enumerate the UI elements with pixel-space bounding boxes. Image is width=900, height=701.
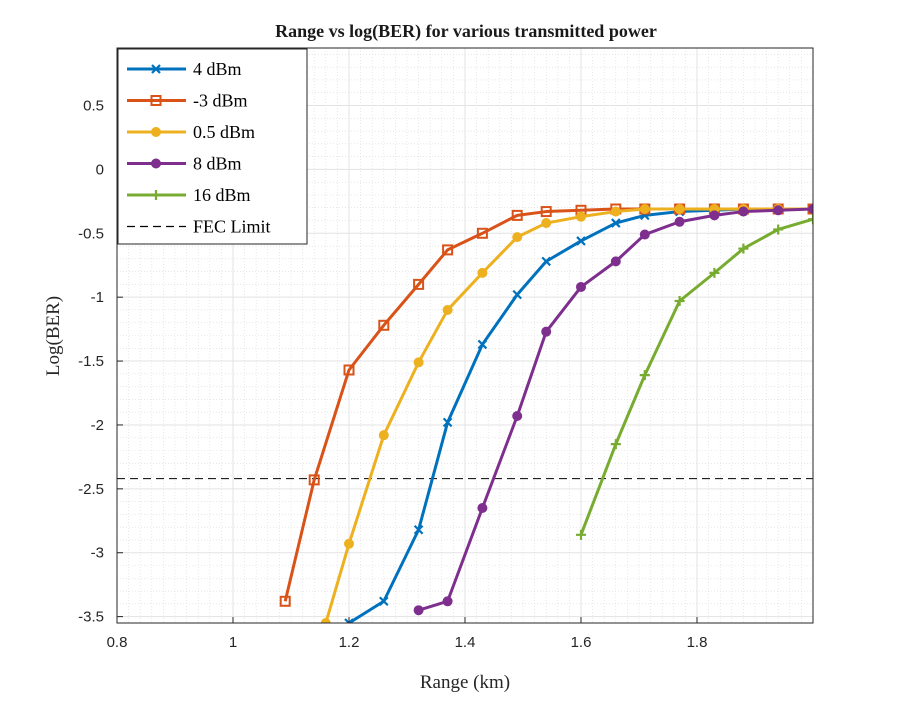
- legend: 4 dBm -3 dBm 0.5 dBm 8 dBm 16 dBm FEC Limit: [117, 48, 308, 245]
- x-tick-label: 1: [229, 634, 237, 651]
- data-point: [541, 326, 552, 337]
- data-point: [279, 595, 291, 607]
- data-point: [344, 618, 354, 623]
- data-point: [610, 206, 621, 217]
- x-axis: 0.8 1 1.2 1.4 1.6 1.8: [107, 617, 708, 651]
- data-point: [477, 339, 488, 350]
- chart-title: Range vs log(BER) for various transmitte…: [275, 21, 657, 42]
- legend-marker: [151, 127, 161, 137]
- legend-marker: [150, 95, 162, 106]
- legend-label: 8 dBm: [193, 154, 242, 174]
- legend-marker: [151, 190, 161, 200]
- data-point: [674, 216, 685, 227]
- data-point: [512, 232, 523, 243]
- x-tick-label: 1.4: [455, 634, 476, 651]
- data-point: [442, 244, 454, 256]
- data-point: [610, 439, 621, 450]
- data-point: [413, 605, 424, 616]
- y-tick-label: -2: [91, 417, 104, 434]
- data-point: [378, 319, 390, 331]
- data-point: [476, 227, 488, 239]
- data-point: [738, 243, 749, 254]
- data-point: [344, 538, 354, 549]
- data-point: [442, 417, 453, 428]
- data-point: [808, 214, 813, 225]
- x-axis-label: Range (km): [420, 672, 510, 693]
- y-tick-label: -0.5: [78, 225, 104, 242]
- data-point: [611, 218, 621, 228]
- data-point: [413, 357, 424, 368]
- y-tick-label: -3.5: [78, 609, 104, 626]
- data-point: [709, 267, 720, 278]
- data-point: [343, 364, 355, 376]
- series-line: [324, 207, 813, 623]
- data-point: [413, 524, 424, 535]
- y-tick-label: -1.5: [78, 353, 104, 370]
- y-axis-label: Log(BER): [43, 296, 64, 376]
- data-point: [576, 529, 586, 540]
- legend-marker: [151, 158, 161, 169]
- data-point: [639, 204, 650, 214]
- data-point: [512, 411, 523, 421]
- data-point: [308, 474, 320, 486]
- legend-label: FEC Limit: [193, 217, 271, 237]
- data-point: [576, 281, 586, 292]
- data-point: [576, 211, 586, 222]
- y-tick-label: 0.5: [83, 98, 104, 115]
- data-point: [773, 224, 784, 235]
- data-point: [639, 370, 650, 381]
- data-point: [477, 503, 488, 513]
- data-point: [477, 267, 488, 278]
- data-point: [442, 304, 453, 315]
- legend-box: [117, 48, 308, 245]
- legend-marker: [151, 64, 161, 74]
- data-point: [738, 206, 749, 217]
- series-8-dbm: [413, 204, 813, 616]
- legend-label: -3 dBm: [193, 91, 248, 111]
- data-point: [442, 596, 453, 607]
- y-tick-label: -2.5: [78, 481, 104, 498]
- x-tick-label: 1.8: [687, 634, 708, 651]
- data-point: [378, 430, 389, 441]
- legend-label: 4 dBm: [193, 59, 242, 79]
- x-tick-label: 1.6: [571, 634, 592, 651]
- data-point: [511, 209, 523, 221]
- data-point: [808, 204, 813, 214]
- data-point: [709, 210, 720, 221]
- series-layer: [279, 203, 813, 623]
- data-point: [674, 204, 685, 214]
- y-axis: -3.5 -3 -2.5 -2 -1.5 -1 -0.5 0 0.5: [78, 98, 123, 626]
- data-point: [610, 256, 621, 267]
- y-tick-label: -3: [91, 545, 104, 562]
- y-tick-label: -1: [91, 289, 104, 306]
- x-tick-label: 1.2: [339, 634, 360, 651]
- legend-label: 0.5 dBm: [193, 122, 255, 142]
- data-point: [639, 229, 650, 240]
- legend-label: 16 dBm: [193, 185, 251, 205]
- data-point: [379, 596, 389, 607]
- data-point: [576, 236, 586, 246]
- y-tick-label: 0: [96, 161, 104, 178]
- series-line: [579, 217, 813, 536]
- series-16-dbm: [576, 214, 813, 540]
- data-point: [541, 256, 551, 267]
- data-point: [540, 206, 552, 218]
- data-point: [413, 278, 425, 290]
- data-point: [320, 618, 331, 623]
- data-point: [512, 289, 522, 300]
- data-point: [541, 218, 552, 229]
- data-point: [674, 296, 685, 306]
- x-tick-label: 0.8: [107, 634, 128, 651]
- data-point: [773, 205, 784, 216]
